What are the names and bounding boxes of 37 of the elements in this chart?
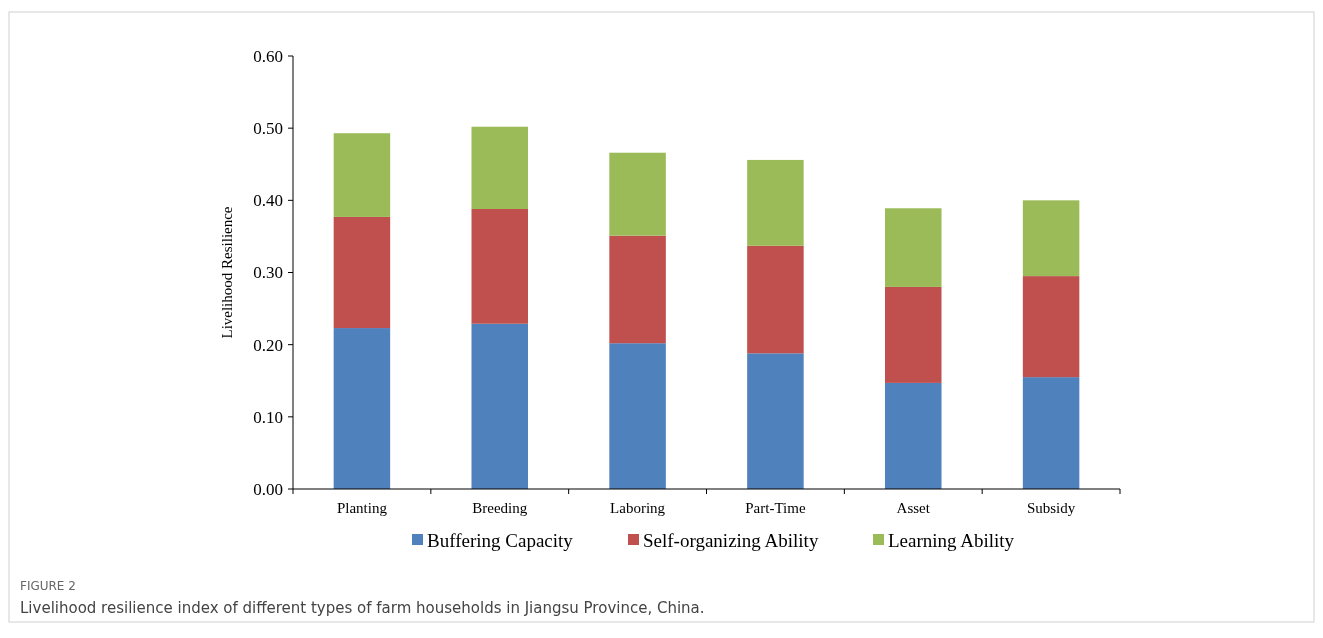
x-tick-label: Subsidy (1026, 500, 1076, 516)
text: Livelihood resilience index of different types of farm households in Jiangsu Province, China. (20, 599, 705, 617)
x-tick-label: Breeding (472, 500, 528, 516)
bar (609, 343, 666, 489)
y-axis-title: Livelihood Resilience (219, 206, 235, 339)
bar (333, 328, 391, 489)
legend-label: Learning Ability (888, 529, 1015, 551)
bar (884, 208, 942, 287)
bar (471, 126, 529, 209)
bar (884, 286, 942, 383)
y-tick-label: 0.30 (253, 263, 283, 283)
bar (609, 152, 666, 236)
y-tick-label: 0.20 (253, 335, 283, 355)
y-tick-label: 0.00 (253, 479, 283, 499)
bar (747, 353, 804, 489)
y-tick-label: 0.50 (253, 119, 283, 139)
legend-label: Buffering Capacity (427, 529, 574, 551)
bar (884, 382, 942, 489)
bar (747, 159, 804, 246)
caption: FIGURE 2 (20, 579, 76, 593)
bar (1022, 276, 1080, 378)
bar (333, 216, 391, 329)
y-tick-label: 0.10 (253, 407, 283, 427)
bar (609, 235, 666, 344)
bar (333, 133, 391, 217)
bar (1022, 377, 1080, 489)
x-tick-label: Part-Time (745, 500, 806, 516)
x-tick-label: Laboring (610, 500, 666, 516)
y-tick-label: 0.40 (253, 191, 283, 211)
bar (471, 323, 529, 489)
bar (747, 245, 804, 354)
y-tick-label: 0.60 (253, 46, 283, 66)
legend-label: Self-organizing Ability (643, 529, 819, 551)
x-tick-label: Planting (336, 500, 388, 516)
bar (1022, 200, 1080, 277)
bar (471, 208, 529, 324)
x-tick-label: Asset (896, 500, 931, 516)
